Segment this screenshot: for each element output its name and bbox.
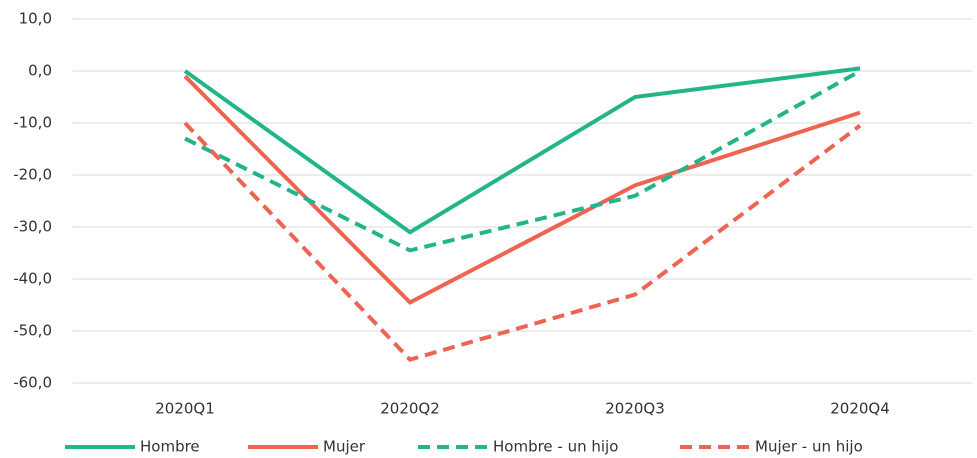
y-tick-label: -40,0 <box>13 270 52 288</box>
y-tick-label: -20,0 <box>13 166 52 184</box>
y-tick-label: -60,0 <box>13 374 52 392</box>
series-line <box>183 66 861 235</box>
series-line <box>183 74 861 305</box>
x-tick-label: 2020Q2 <box>380 400 440 418</box>
y-tick-label: -30,0 <box>13 218 52 236</box>
legend-label: Hombre - un hijo <box>493 438 618 456</box>
series-line <box>183 121 862 362</box>
y-tick-label: 0,0 <box>28 62 52 80</box>
y-tick-label: 10,0 <box>19 10 52 28</box>
legend-label: Mujer - un hijo <box>755 438 863 456</box>
x-tick-label: 2020Q3 <box>605 400 665 418</box>
x-tick-label: 2020Q1 <box>155 400 215 418</box>
legend-label: Hombre <box>140 438 200 456</box>
y-tick-label: -10,0 <box>13 114 52 132</box>
series-line <box>184 69 861 253</box>
legend-label: Mujer <box>323 438 366 456</box>
x-tick-label: 2020Q4 <box>830 400 890 418</box>
y-tick-label: -50,0 <box>13 322 52 340</box>
